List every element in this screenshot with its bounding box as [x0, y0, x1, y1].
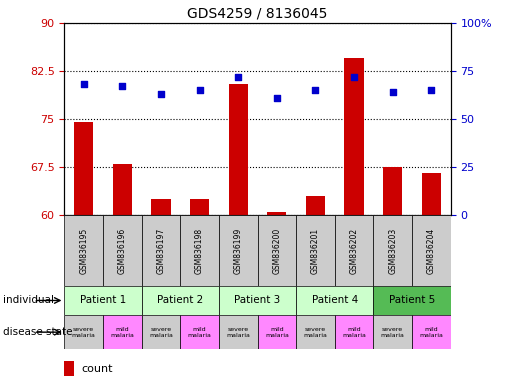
Bar — [306, 196, 325, 215]
Bar — [383, 167, 402, 215]
Bar — [412, 315, 451, 349]
Text: GSM836202: GSM836202 — [350, 227, 358, 274]
Text: GSM836195: GSM836195 — [79, 227, 88, 274]
Text: GSM836203: GSM836203 — [388, 227, 397, 274]
Text: mild
malaria: mild malaria — [265, 327, 289, 338]
Bar — [373, 315, 412, 349]
Text: disease state: disease state — [3, 327, 72, 337]
Bar — [151, 199, 170, 215]
Bar — [296, 215, 335, 286]
Bar — [258, 315, 296, 349]
Bar — [142, 286, 219, 315]
Bar — [190, 199, 209, 215]
Point — [388, 89, 397, 95]
Text: count: count — [82, 364, 113, 374]
Text: severe
malaria: severe malaria — [303, 327, 328, 338]
Text: Patient 2: Patient 2 — [157, 295, 203, 306]
Bar — [335, 215, 373, 286]
Text: GSM836198: GSM836198 — [195, 227, 204, 274]
Text: severe
malaria: severe malaria — [381, 327, 405, 338]
Text: severe
malaria: severe malaria — [149, 327, 173, 338]
Text: mild
malaria: mild malaria — [187, 327, 212, 338]
Bar — [335, 315, 373, 349]
Bar — [180, 215, 219, 286]
Point — [427, 87, 435, 93]
Bar — [113, 164, 132, 215]
Bar — [64, 361, 74, 376]
Point — [118, 83, 127, 89]
Bar — [373, 215, 412, 286]
Bar — [267, 212, 286, 215]
Bar — [422, 174, 441, 215]
Bar — [142, 315, 180, 349]
Bar — [219, 315, 258, 349]
Text: Patient 4: Patient 4 — [312, 295, 358, 306]
Bar — [74, 122, 93, 215]
Point — [196, 87, 204, 93]
Bar — [64, 215, 103, 286]
Bar — [229, 84, 248, 215]
Bar — [412, 215, 451, 286]
Bar — [219, 286, 296, 315]
Text: GSM836204: GSM836204 — [427, 227, 436, 274]
Bar — [373, 286, 451, 315]
Text: GSM836201: GSM836201 — [311, 227, 320, 274]
Bar — [64, 286, 142, 315]
Point — [157, 91, 165, 97]
Point — [350, 74, 358, 80]
Bar — [180, 315, 219, 349]
Bar — [296, 315, 335, 349]
Text: Patient 3: Patient 3 — [234, 295, 281, 306]
Point — [79, 81, 88, 88]
Bar — [103, 215, 142, 286]
Bar — [258, 215, 296, 286]
Title: GDS4259 / 8136045: GDS4259 / 8136045 — [187, 7, 328, 20]
Bar — [345, 58, 364, 215]
Bar — [219, 215, 258, 286]
Text: mild
malaria: mild malaria — [110, 327, 134, 338]
Text: GSM836200: GSM836200 — [272, 227, 281, 274]
Bar — [142, 215, 180, 286]
Text: GSM836199: GSM836199 — [234, 227, 243, 274]
Point — [273, 95, 281, 101]
Text: individual: individual — [3, 295, 54, 306]
Text: GSM836197: GSM836197 — [157, 227, 165, 274]
Text: mild
malaria: mild malaria — [419, 327, 443, 338]
Text: severe
malaria: severe malaria — [72, 327, 96, 338]
Text: GSM836196: GSM836196 — [118, 227, 127, 274]
Point — [234, 74, 242, 80]
Text: severe
malaria: severe malaria — [226, 327, 250, 338]
Text: Patient 5: Patient 5 — [389, 295, 435, 306]
Point — [311, 87, 319, 93]
Bar — [64, 315, 103, 349]
Bar — [103, 315, 142, 349]
Bar — [296, 286, 373, 315]
Text: mild
malaria: mild malaria — [342, 327, 366, 338]
Text: Patient 1: Patient 1 — [80, 295, 126, 306]
